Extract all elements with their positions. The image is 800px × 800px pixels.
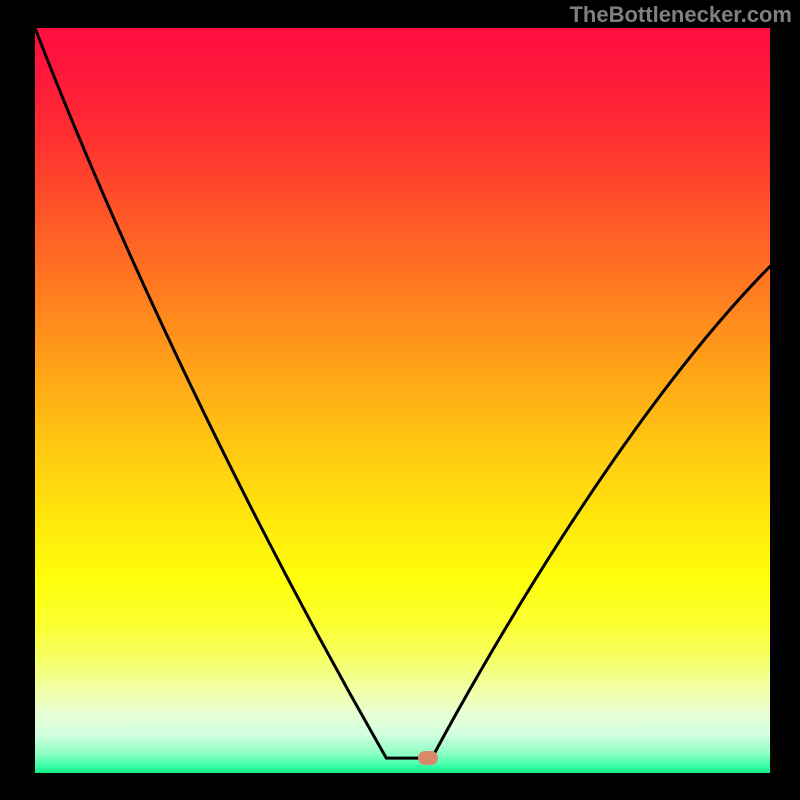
optimal-point-marker	[418, 751, 438, 765]
plot-area	[35, 28, 770, 773]
chart-container: TheBottlenecker.com	[0, 0, 800, 800]
watermark-text: TheBottlenecker.com	[569, 2, 792, 28]
curve-path	[35, 28, 770, 758]
bottleneck-curve	[35, 28, 770, 773]
